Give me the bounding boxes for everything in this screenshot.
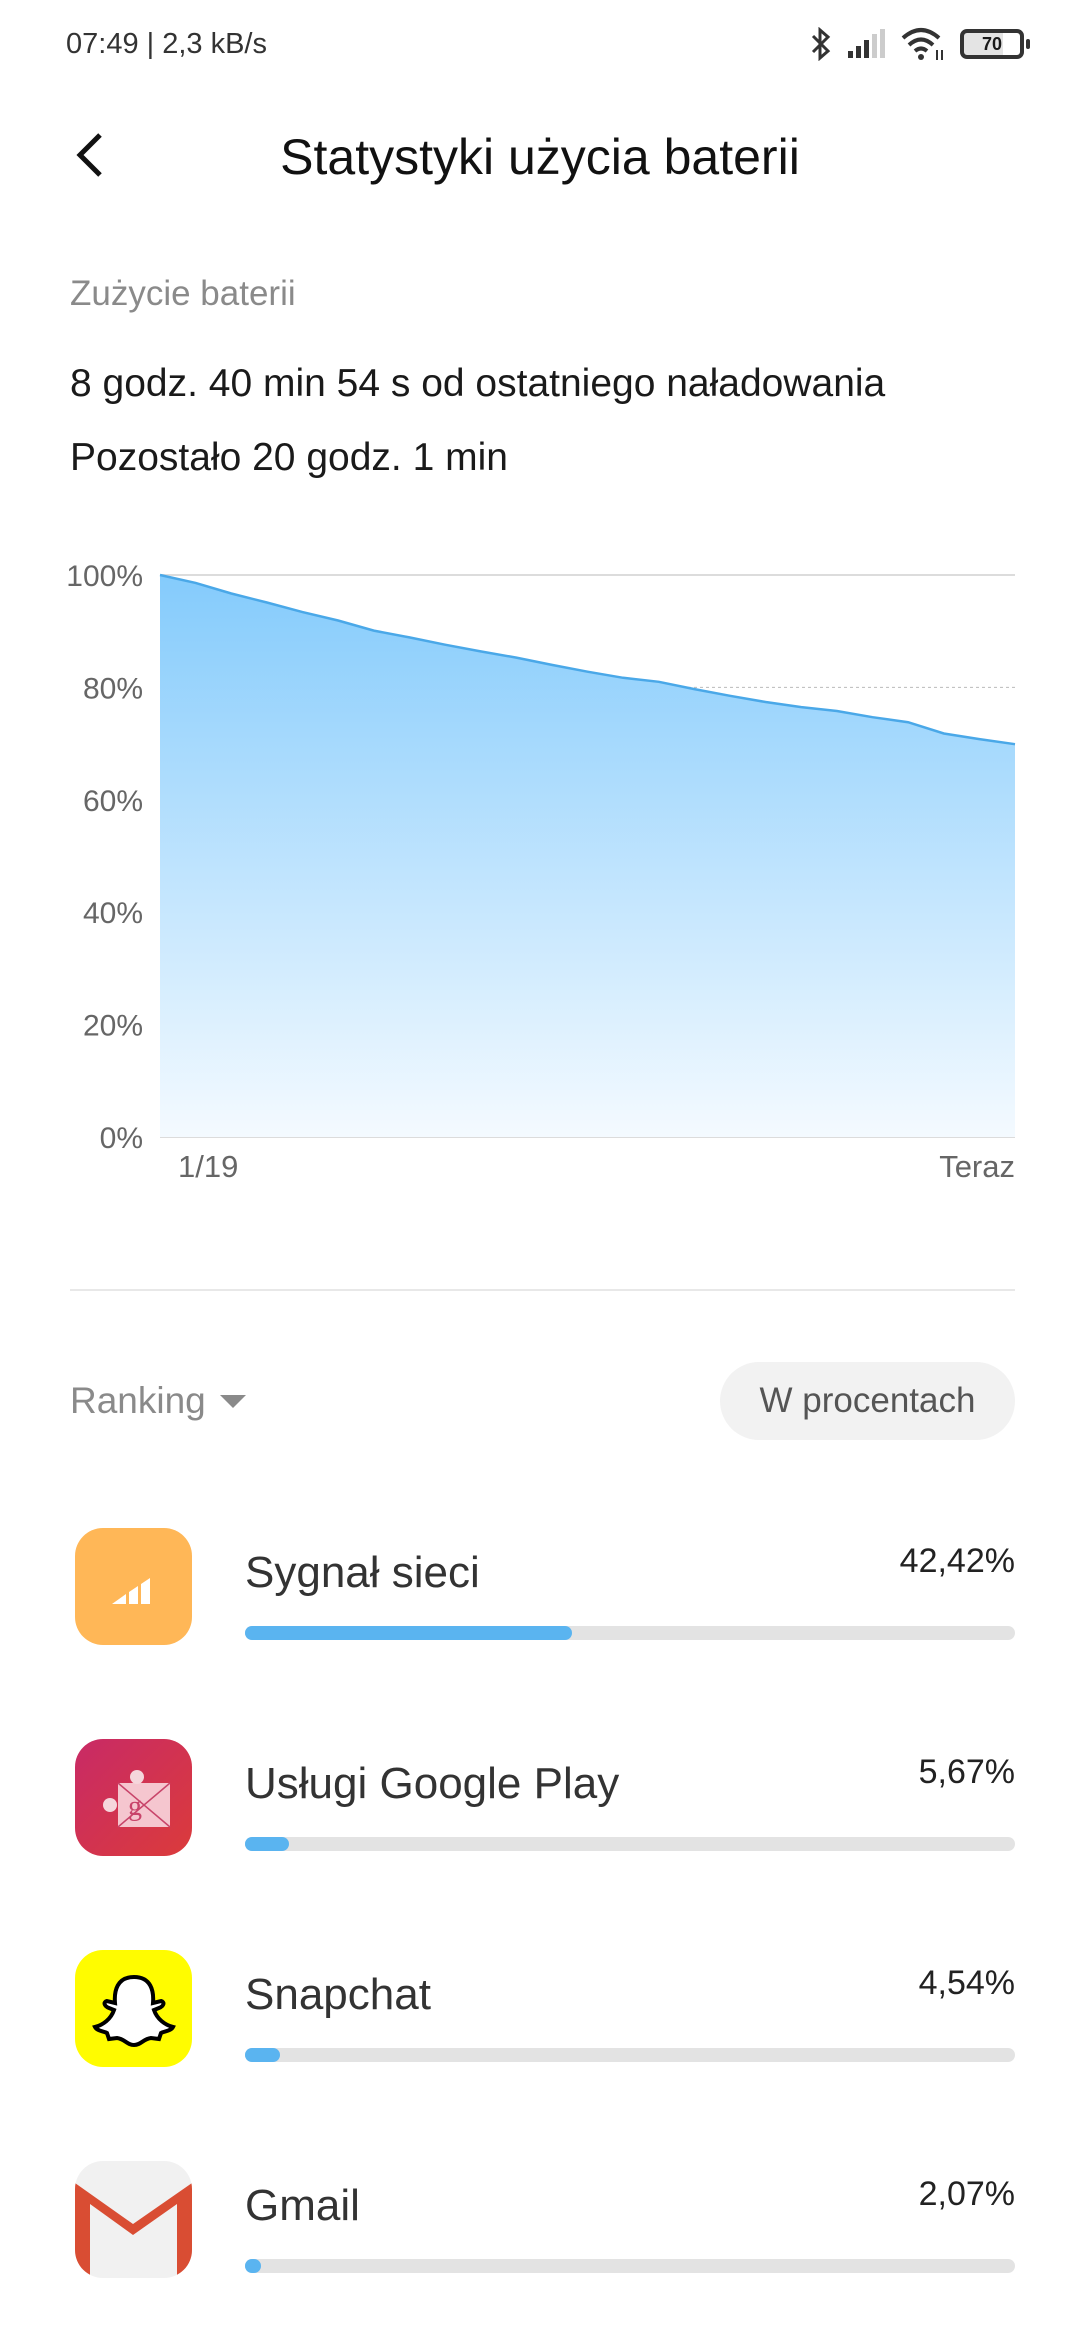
since-charge-text: 8 godz. 40 min 54 s od ostatniego nałado… (70, 362, 886, 405)
percent-mode-button[interactable]: W procentach (720, 1362, 1015, 1440)
app-percent: 4,54% (918, 1964, 1015, 2002)
caret-down-icon (219, 1394, 246, 1408)
chart-line (159, 573, 1016, 746)
usage-bar-fill (245, 2259, 261, 2273)
page-title: Statystyki użycia baterii (280, 129, 800, 185)
usage-bar (245, 1626, 1015, 1640)
app-percent: 2,07% (918, 2175, 1015, 2213)
snapchat-icon (75, 1950, 192, 2067)
x-label-start: 1/19 (178, 1149, 238, 1184)
svg-text:g: g (128, 1791, 142, 1822)
status-icons: 70 (810, 26, 1030, 62)
chevron-left-icon (76, 133, 102, 177)
ranking-label: Ranking (70, 1380, 206, 1421)
app-row[interactable]: Snapchat 4,54% (0, 1950, 1080, 2140)
chart-area (160, 575, 1015, 1137)
app-name: Gmail (245, 2181, 360, 2230)
usage-bar (245, 1837, 1015, 1851)
ranking-dropdown[interactable]: Ranking (70, 1380, 246, 1422)
app-percent: 5,67% (918, 1753, 1015, 1791)
app-name: Snapchat (245, 1970, 431, 2019)
bluetooth-icon (811, 27, 831, 61)
usage-bar-fill (245, 2048, 280, 2062)
x-label-end: Teraz (939, 1149, 1015, 1184)
divider (70, 1289, 1015, 1291)
app-percent: 42,42% (899, 1542, 1015, 1580)
signal-icon (848, 29, 885, 58)
status-time-speed: 07:49 | 2,3 kB/s (66, 28, 267, 60)
wifi-icon (901, 28, 943, 60)
remaining-text: Pozostało 20 godz. 1 min (70, 436, 508, 479)
app-row[interactable]: g Usługi Google Play 5,67% (0, 1739, 1080, 1929)
usage-bar (245, 2259, 1015, 2273)
y-tick-label: 0% (100, 1122, 143, 1155)
y-tick-label: 60% (83, 785, 143, 818)
section-label: Zużycie baterii (70, 274, 296, 313)
app-name: Sygnał sieci (245, 1548, 480, 1597)
y-tick-label: 80% (83, 672, 143, 705)
app-row[interactable]: Gmail 2,07% (0, 2161, 1080, 2340)
google-play-services-icon: g (75, 1739, 192, 1856)
y-tick-label: 100% (66, 560, 143, 593)
y-tick-label: 20% (83, 1010, 143, 1043)
y-tick-label: 40% (83, 897, 143, 930)
usage-bar (245, 2048, 1015, 2062)
back-button[interactable] (70, 125, 120, 185)
app-row[interactable]: Sygnał sieci 42,42% (0, 1528, 1080, 1718)
battery-icon: 70 (960, 29, 1030, 59)
gmail-icon (75, 2161, 192, 2278)
battery-chart: 100% 80% 60% 40% 20% 0% 1/19 Teraz (66, 560, 1016, 1184)
app-name: Usługi Google Play (245, 1759, 620, 1808)
signal-app-icon (75, 1528, 192, 1645)
usage-bar-fill (245, 1837, 289, 1851)
usage-bar-fill (245, 1626, 572, 1640)
